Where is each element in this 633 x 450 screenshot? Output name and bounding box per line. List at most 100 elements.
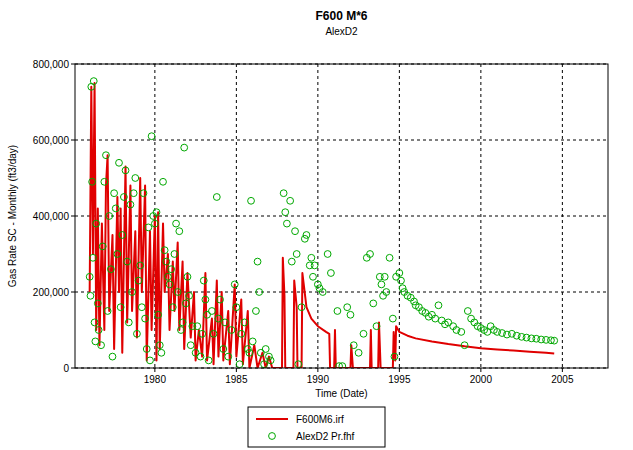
scatter-point [303, 232, 310, 239]
scatter-point [461, 342, 468, 349]
scatter-point [161, 247, 168, 254]
scatter-point [293, 251, 300, 258]
scatter-point [120, 194, 127, 201]
scatter-point [494, 329, 501, 336]
x-tick [317, 368, 318, 372]
title: F600 M*6 [315, 9, 367, 23]
scatter-point [101, 178, 108, 185]
legend-swatch [256, 418, 288, 420]
scatter-point [233, 304, 240, 311]
y-tick [71, 140, 75, 141]
scatter-point [168, 266, 175, 273]
scatter-point [103, 152, 110, 159]
scatter-point [396, 270, 403, 277]
scatter-point [464, 308, 471, 315]
scatter-point [210, 330, 217, 337]
grid [75, 64, 608, 368]
scatter-point [130, 190, 137, 197]
scatter-point [283, 220, 290, 227]
scatter-point [213, 194, 220, 201]
scatter-point [86, 273, 93, 280]
scatter-point [389, 315, 396, 322]
scatter-point [148, 133, 155, 140]
y-tick-label: 800,000 [33, 59, 70, 70]
scatter-point [257, 349, 264, 356]
series-group [86, 78, 557, 368]
scatter-point [98, 342, 105, 349]
y-tick-label: 200,000 [33, 287, 70, 298]
scatter-point [398, 277, 405, 284]
x-tick-label: 1995 [388, 374, 411, 385]
scatter-point [135, 277, 142, 284]
scatter-point [99, 243, 106, 250]
scatter-point [134, 330, 141, 337]
scatter-point [432, 315, 439, 322]
scatter-point [160, 178, 167, 185]
scatter-point [292, 228, 299, 235]
scatter-point [241, 319, 248, 326]
plot-area [75, 64, 608, 368]
scatter-point [280, 190, 287, 197]
scatter-point [147, 357, 154, 364]
scatter-point [204, 311, 211, 318]
scatter-point [236, 361, 243, 368]
scatter-point [254, 258, 261, 265]
scatter-point [181, 144, 188, 151]
scatter-point [458, 329, 465, 336]
scatter-point [209, 308, 216, 315]
scatter-point [156, 342, 163, 349]
scatter-point [163, 258, 170, 265]
scatter-point [138, 304, 145, 311]
scatter-point [287, 197, 294, 204]
scatter-point [87, 292, 94, 299]
scatter-point [217, 296, 224, 303]
plot-frame [75, 64, 608, 368]
scatter-point [192, 349, 199, 356]
scatter-point [256, 289, 263, 296]
scatter-point [367, 251, 374, 258]
scatter-point [112, 205, 119, 212]
scatter-point [90, 78, 97, 85]
scatter-point [91, 319, 98, 326]
chart: 1980198519901995200020050200,000400,0006… [0, 0, 633, 450]
scatter-point [378, 281, 385, 288]
scatter-point [248, 197, 255, 204]
scatter-point [267, 357, 274, 364]
x-tick-label: 1980 [144, 374, 167, 385]
scatter-point [169, 304, 176, 311]
scatter-point [339, 363, 346, 368]
scatter-point [111, 190, 118, 197]
x-tick [480, 368, 481, 372]
scatter-point [179, 319, 186, 326]
scatter-point [125, 319, 132, 326]
scatter-point [107, 266, 114, 273]
scatter-point [184, 273, 191, 280]
scatter-point [194, 323, 201, 330]
scatter-point [344, 304, 351, 311]
scatter-point [140, 190, 147, 197]
scatter-point [513, 332, 520, 339]
scatter-point [166, 281, 173, 288]
scatter-point [145, 224, 152, 231]
x-tick [236, 368, 237, 372]
y-axis-label: Gas Rate SC - Monthly (ft3/day) [7, 145, 18, 287]
scatter-point [238, 330, 245, 337]
scatter-point [360, 330, 367, 337]
scatter-point [186, 292, 193, 299]
scatter-point [174, 289, 181, 296]
scatter-point [311, 262, 318, 269]
legend-label: AlexD2 Pr.fhf [296, 431, 355, 442]
scatter-point [319, 289, 326, 296]
scatter-point [383, 289, 390, 296]
scatter-point [350, 342, 357, 349]
y-tick-label: 0 [63, 363, 69, 374]
scatter-point [104, 308, 111, 315]
scatter-point [132, 175, 139, 182]
x-tick-label: 1985 [225, 374, 248, 385]
scatter-point [93, 220, 100, 227]
scatter-point [182, 300, 189, 307]
scatter-point [127, 201, 134, 208]
scatter-point [262, 346, 269, 353]
scatter-point [106, 213, 113, 220]
scatter-point [117, 304, 124, 311]
